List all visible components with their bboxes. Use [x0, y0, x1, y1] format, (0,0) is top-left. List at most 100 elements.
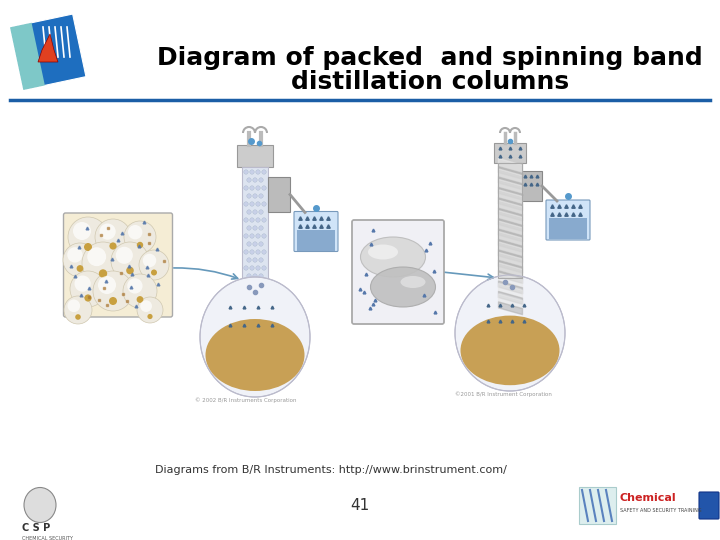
Circle shape — [140, 300, 152, 312]
Circle shape — [143, 254, 156, 267]
FancyBboxPatch shape — [240, 282, 270, 312]
Circle shape — [253, 274, 257, 278]
Circle shape — [262, 170, 266, 174]
Text: 41: 41 — [351, 497, 369, 512]
Circle shape — [87, 247, 106, 266]
Ellipse shape — [200, 277, 310, 397]
Circle shape — [258, 226, 264, 230]
Circle shape — [250, 266, 254, 270]
Circle shape — [258, 178, 264, 182]
Circle shape — [258, 242, 264, 246]
Circle shape — [253, 210, 257, 214]
Circle shape — [262, 250, 266, 254]
Text: Chemical: Chemical — [620, 493, 677, 503]
Polygon shape — [10, 14, 86, 90]
Circle shape — [137, 296, 143, 303]
Text: C S P: C S P — [22, 523, 50, 533]
Circle shape — [244, 266, 248, 270]
Circle shape — [247, 274, 251, 278]
Ellipse shape — [24, 488, 56, 523]
Circle shape — [68, 217, 108, 257]
Circle shape — [76, 265, 84, 272]
Circle shape — [127, 278, 143, 294]
Circle shape — [262, 202, 266, 206]
Circle shape — [250, 234, 254, 238]
Circle shape — [98, 276, 116, 294]
FancyBboxPatch shape — [546, 200, 590, 240]
Text: © 2002 B/R Instruments Corporation: © 2002 B/R Instruments Corporation — [195, 397, 297, 403]
Circle shape — [123, 274, 157, 308]
Circle shape — [258, 194, 264, 198]
Circle shape — [148, 314, 153, 319]
Circle shape — [262, 234, 266, 238]
Circle shape — [124, 221, 156, 253]
Circle shape — [247, 194, 251, 198]
FancyBboxPatch shape — [549, 218, 587, 239]
Circle shape — [244, 202, 248, 206]
Polygon shape — [10, 23, 45, 90]
FancyBboxPatch shape — [522, 171, 542, 201]
FancyBboxPatch shape — [294, 212, 338, 252]
Circle shape — [244, 234, 248, 238]
Circle shape — [75, 314, 81, 320]
Circle shape — [250, 250, 254, 254]
Ellipse shape — [400, 276, 426, 288]
Circle shape — [84, 294, 91, 302]
Circle shape — [247, 242, 251, 246]
Circle shape — [95, 219, 131, 255]
FancyBboxPatch shape — [297, 230, 335, 251]
Text: ©2001 B/R Instrument Corporation: ©2001 B/R Instrument Corporation — [455, 392, 552, 397]
Circle shape — [262, 266, 266, 270]
FancyBboxPatch shape — [496, 278, 524, 306]
FancyBboxPatch shape — [498, 163, 522, 278]
Circle shape — [256, 186, 260, 190]
Circle shape — [109, 242, 117, 249]
Circle shape — [247, 226, 251, 230]
FancyBboxPatch shape — [494, 143, 526, 163]
Circle shape — [247, 258, 251, 262]
Circle shape — [73, 222, 91, 240]
Circle shape — [247, 178, 251, 182]
Circle shape — [256, 234, 260, 238]
Circle shape — [99, 224, 116, 240]
Circle shape — [99, 269, 107, 278]
Ellipse shape — [455, 275, 565, 391]
Ellipse shape — [368, 245, 398, 260]
Text: Diagrams from B/R Instruments: http://www.brinstrument.com/: Diagrams from B/R Instruments: http://ww… — [155, 465, 507, 475]
Circle shape — [244, 218, 248, 222]
Circle shape — [74, 275, 91, 292]
FancyBboxPatch shape — [268, 177, 290, 212]
FancyBboxPatch shape — [699, 492, 719, 519]
Ellipse shape — [361, 237, 426, 277]
Circle shape — [253, 258, 257, 262]
Circle shape — [82, 242, 124, 284]
Circle shape — [250, 218, 254, 222]
FancyBboxPatch shape — [63, 213, 173, 317]
Text: Diagram of packed  and spinning band: Diagram of packed and spinning band — [157, 46, 703, 70]
Circle shape — [256, 202, 260, 206]
Circle shape — [253, 226, 257, 230]
Circle shape — [137, 297, 163, 323]
Circle shape — [244, 186, 248, 190]
Circle shape — [247, 210, 251, 214]
Polygon shape — [38, 34, 58, 62]
Circle shape — [109, 297, 117, 305]
Text: distillation columns: distillation columns — [291, 70, 569, 94]
Circle shape — [253, 178, 257, 182]
FancyBboxPatch shape — [352, 220, 444, 324]
Circle shape — [67, 247, 83, 262]
Circle shape — [258, 258, 264, 262]
Circle shape — [128, 225, 143, 239]
Text: SAFETY AND SECURITY TRAINING: SAFETY AND SECURITY TRAINING — [620, 509, 701, 514]
Circle shape — [253, 194, 257, 198]
Circle shape — [253, 242, 257, 246]
FancyBboxPatch shape — [242, 167, 268, 282]
FancyBboxPatch shape — [579, 487, 616, 524]
FancyBboxPatch shape — [237, 145, 273, 167]
Circle shape — [258, 274, 264, 278]
Circle shape — [139, 250, 169, 280]
Ellipse shape — [371, 267, 436, 307]
Circle shape — [250, 202, 254, 206]
Circle shape — [111, 242, 149, 280]
Circle shape — [262, 218, 266, 222]
